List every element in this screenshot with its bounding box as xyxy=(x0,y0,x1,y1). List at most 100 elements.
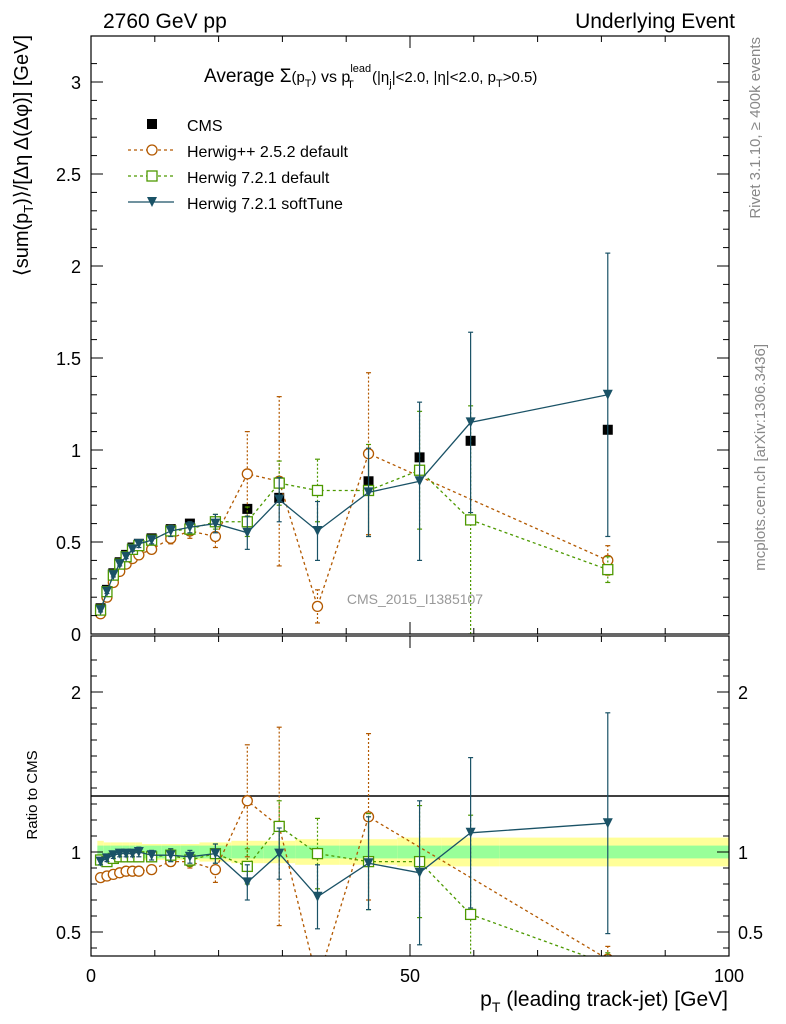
ratio-series-1-point xyxy=(311,847,324,860)
main-series-3-point xyxy=(146,535,157,546)
y-tick-label-main: 2 xyxy=(71,257,81,277)
ratio-series-1-point xyxy=(464,908,477,921)
ratio-series-layer xyxy=(94,712,613,987)
ratio-series-0-point xyxy=(145,863,158,876)
ratio-series-2-point xyxy=(133,847,144,857)
main-series-2-point xyxy=(602,563,614,576)
legend-marker-1 xyxy=(146,144,158,156)
main-series-3-point xyxy=(414,476,425,487)
ratio-series-2 xyxy=(95,712,613,946)
y-axis-title-main: ⟨sum(pT)⟩/[Δη Δ(Δφ)] [GeV] xyxy=(11,35,36,276)
main-series-3-point xyxy=(274,494,285,505)
y-tick-label-main: 1.5 xyxy=(56,349,81,369)
ratio-series-0-point xyxy=(209,863,222,876)
ratio-band-inner xyxy=(103,845,111,859)
y-tick-label-main: 0 xyxy=(71,625,81,645)
x-tick-label: 50 xyxy=(400,966,420,986)
main-series-3-point xyxy=(95,605,106,616)
main-series-3-point xyxy=(114,559,125,570)
ratio-series-2-point xyxy=(165,850,176,861)
ratio-series-0-point xyxy=(312,977,322,987)
main-series-2-point xyxy=(464,514,477,526)
legend-marker-0 xyxy=(147,119,157,129)
ratio-series-2-point xyxy=(146,850,157,861)
main-series-layer xyxy=(94,252,614,634)
y-tick-label-main: 0.5 xyxy=(56,533,81,553)
main-series-0 xyxy=(95,424,613,614)
main-series-3-point xyxy=(602,389,613,400)
header-left: 2760 GeV pp xyxy=(103,10,227,33)
x-axis-title: pT (leading track-jet) [GeV] xyxy=(480,988,728,1015)
main-series-2-line xyxy=(99,469,609,611)
main-series-3-point xyxy=(133,538,144,549)
main-series-1-line xyxy=(99,452,609,614)
legend-label-cms: CMS xyxy=(187,118,223,135)
y-tick-label-ratio: 0.5 xyxy=(56,923,81,943)
main-series-3-point xyxy=(121,551,132,562)
ratio-band-inner xyxy=(499,845,729,859)
y-tick-label-ratio: 2 xyxy=(71,683,81,703)
main-series-3-point xyxy=(242,527,253,538)
ratio-series-0-point xyxy=(241,795,253,807)
ratio-series-2-point xyxy=(312,891,323,902)
main-series-2-point xyxy=(311,484,324,497)
main-series-3-point xyxy=(184,522,195,533)
ratio-series-2-point xyxy=(363,858,374,869)
legend-label-herwig7-softtune: Herwig 7.2.1 softTune xyxy=(187,196,343,213)
y-tick-label-ratio: 1 xyxy=(71,843,81,863)
ratio-series-1 xyxy=(94,800,613,969)
ratio-series-2-point xyxy=(108,850,119,861)
main-series-0-point xyxy=(242,503,253,514)
main-series-1-point xyxy=(311,600,324,613)
x-tick-label: 0 xyxy=(86,966,96,986)
header-right: Underlying Event xyxy=(575,10,735,33)
main-series-3-point xyxy=(127,544,138,555)
legend-label-herwig7-default: Herwig 7.2.1 default xyxy=(187,170,330,187)
main-series-3-point xyxy=(312,525,323,536)
main-series-3-point xyxy=(165,525,176,536)
legend-marker-3 xyxy=(147,197,157,207)
main-series-3-point xyxy=(108,570,119,581)
main-series-3-point xyxy=(363,487,374,498)
ratio-series-2-point xyxy=(127,848,138,859)
y-tick-label-ratio-right: 2 xyxy=(738,683,748,703)
ratio-series-2-point xyxy=(184,851,195,862)
ratio-series-2-point xyxy=(414,867,425,878)
legend-marker-2 xyxy=(146,170,158,182)
analysis-watermark: CMS_2015_I1385107 xyxy=(347,591,483,607)
y-tick-label-main: 2.5 xyxy=(56,165,81,185)
ratio-series-2-point xyxy=(121,848,132,859)
plot-title: Average Σ(pT) vs plead T (|ηj|<2.0, |η|<2… xyxy=(204,63,537,91)
main-series-3-point xyxy=(101,586,112,597)
axis-ticks xyxy=(90,36,730,956)
y-tick-label-ratio-right: 1 xyxy=(738,843,748,863)
ratio-series-2-point xyxy=(242,877,253,888)
y-axis-title-ratio: Ratio to CMS xyxy=(24,750,41,839)
ratio-series-1-point xyxy=(603,959,613,969)
y-tick-label-main: 3 xyxy=(71,73,81,93)
tick-labels: 0 50 100 0 0.5 1 1.5 2 2.5 3 0.5 0.5 1 1 2 2 xyxy=(56,73,763,986)
main-series-3 xyxy=(95,252,613,616)
main-series-1-point xyxy=(145,543,158,556)
main-series-3-point xyxy=(210,518,221,529)
ratio-series-2-point xyxy=(114,848,125,859)
main-series-3-line xyxy=(99,394,608,611)
ratio-series-2-point xyxy=(274,848,285,859)
ratio-series-2-point xyxy=(602,818,613,829)
ratio-series-0-point xyxy=(133,865,145,877)
ratio-series-2-point xyxy=(101,853,112,864)
ratio-series-2-point xyxy=(210,848,221,859)
mcplots-label: mcplots.cern.ch [arXiv:1306.3436] xyxy=(752,344,769,571)
main-series-1-point xyxy=(241,468,253,480)
main-series-3-point xyxy=(465,417,476,428)
legend: CMS Herwig++ 2.5.2 default Herwig 7.2.1 … xyxy=(128,118,349,213)
y-tick-label-main: 1 xyxy=(71,441,81,461)
ratio-series-2-point xyxy=(465,827,476,838)
y-tick-label-ratio-right: 0.5 xyxy=(738,923,763,943)
x-tick-label: 100 xyxy=(714,966,744,986)
rivet-version-label: Rivet 3.1.10, ≥ 400k events xyxy=(747,37,764,219)
ratio-series-2-point xyxy=(95,856,106,867)
ratio-series-0-line xyxy=(100,799,604,956)
legend-label-herwigpp: Herwig++ 2.5.2 default xyxy=(187,144,349,161)
